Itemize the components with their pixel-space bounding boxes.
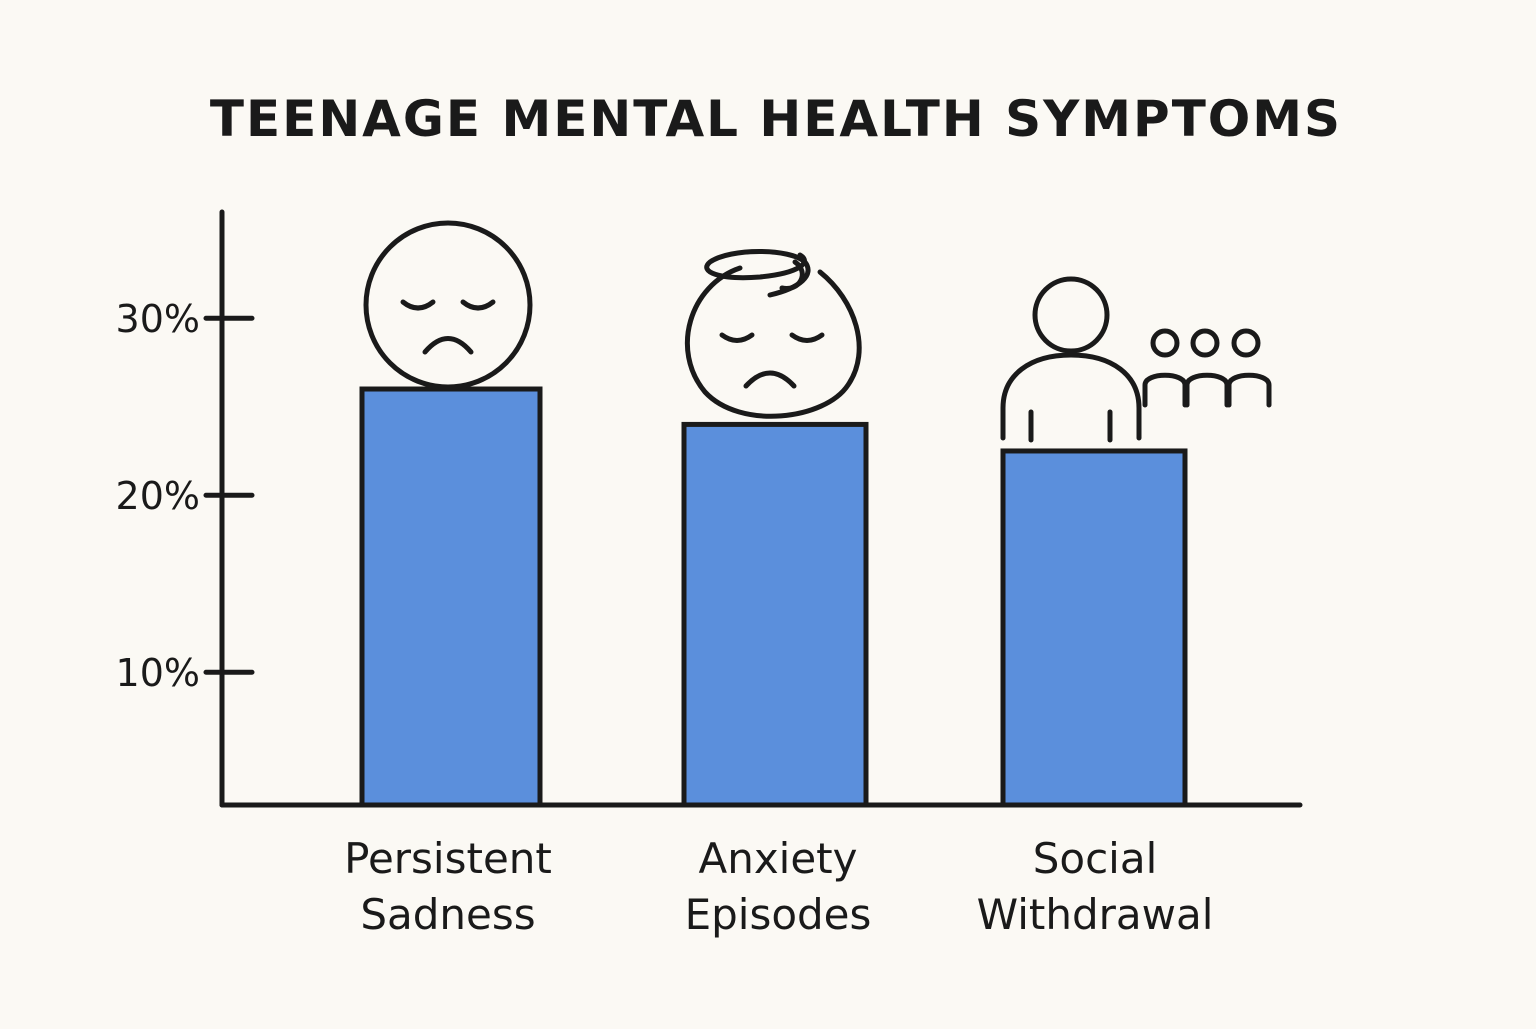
anxious-face-curl xyxy=(779,259,805,291)
group-person-body xyxy=(1184,372,1230,408)
bars xyxy=(359,386,1188,808)
sad-face-right-eye xyxy=(460,299,496,311)
group-person-body xyxy=(1226,372,1272,408)
anxious-face-right-eye xyxy=(789,332,825,343)
sad-face-left-eye xyxy=(400,299,436,311)
anxious-face-icon xyxy=(684,249,862,419)
y-tick-label: 10% xyxy=(116,651,200,695)
category-label: Anxiety xyxy=(698,834,857,883)
y-ticks: 10% 20% 30% xyxy=(116,297,255,695)
group-person-body xyxy=(1142,372,1188,408)
sad-face-icon xyxy=(363,220,533,390)
chart-title: TEENAGE MENTAL HEALTH SYMPTOMS xyxy=(210,90,1342,148)
category-label: Episodes xyxy=(685,890,872,939)
anxious-face-head xyxy=(684,265,862,419)
y-tick-label: 30% xyxy=(116,297,200,341)
anxious-face-swirl xyxy=(704,249,811,298)
y-tick-label: 20% xyxy=(116,474,200,518)
group-person-head xyxy=(1150,328,1180,358)
group-person-head xyxy=(1190,328,1220,358)
group-people-icon xyxy=(1142,328,1272,408)
person-head xyxy=(1032,276,1110,354)
person-body xyxy=(1000,352,1142,441)
category-label: Withdrawal xyxy=(977,890,1214,939)
category-label: Persistent xyxy=(344,834,552,883)
category-label: Sadness xyxy=(360,890,535,939)
bar xyxy=(681,421,869,808)
isolated-person-icon xyxy=(1000,276,1272,443)
group-person-head xyxy=(1231,328,1261,358)
anxious-face-mouth xyxy=(743,370,797,389)
category-labels: Persistent Sadness Anxiety Episodes Social Wi… xyxy=(344,834,1213,939)
sad-face-mouth xyxy=(422,336,474,355)
bar xyxy=(359,386,543,808)
sad-face-head xyxy=(363,220,533,390)
category-label: Social xyxy=(1033,834,1158,883)
anxious-face-left-eye xyxy=(719,332,755,343)
bar xyxy=(1000,448,1188,808)
